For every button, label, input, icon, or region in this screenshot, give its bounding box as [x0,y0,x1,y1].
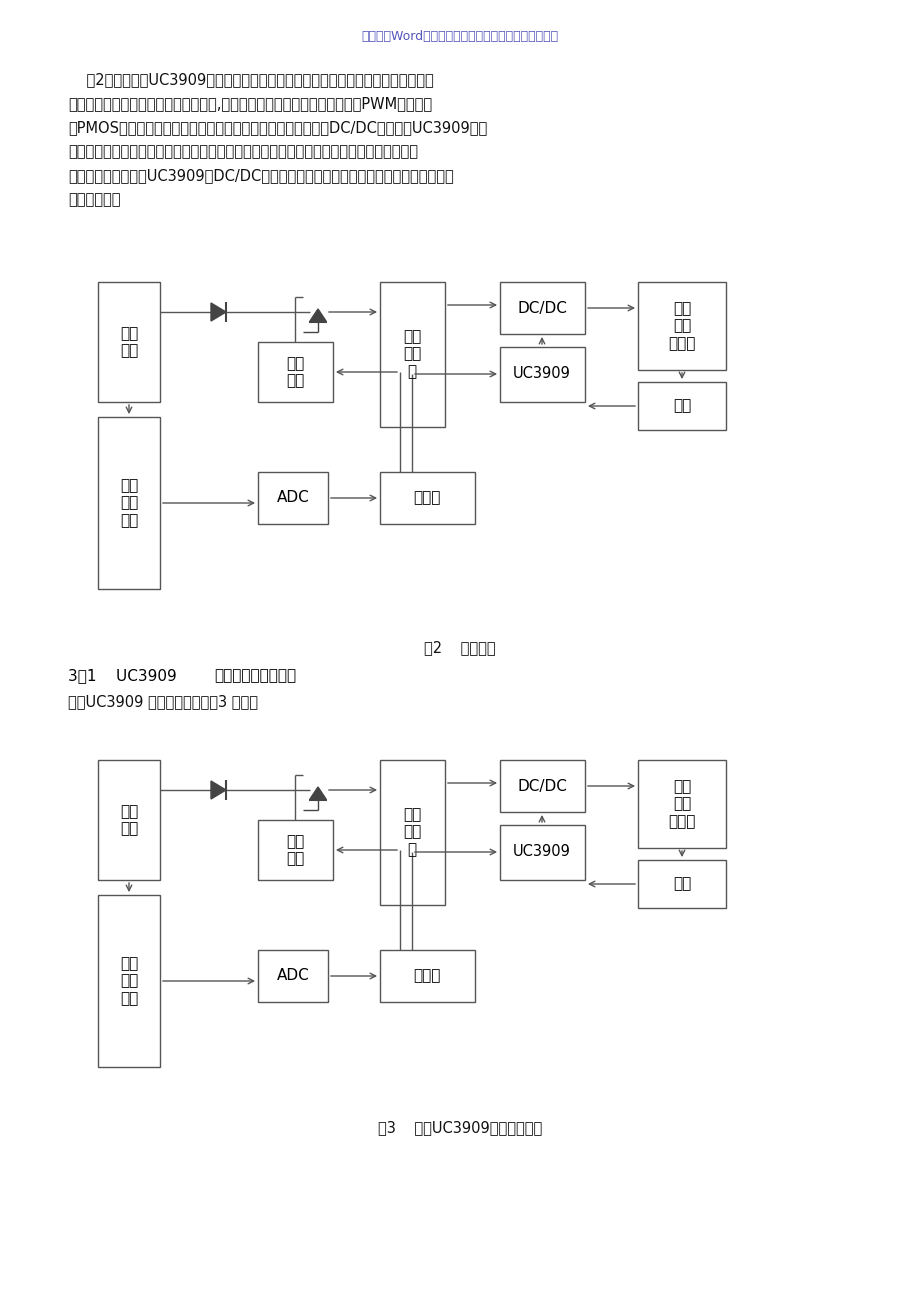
Text: 超级
电容
组: 超级 电容 组 [403,329,421,379]
Bar [98,894,160,1068]
Text: 阀控
铅酸
蓄电池: 阀控 铅酸 蓄电池 [667,779,695,829]
Text: 分析及设计。: 分析及设计。 [68,193,120,207]
Text: 传播优秀Word版文档，希望对您有帮助，可双击去除！: 传播优秀Word版文档，希望对您有帮助，可双击去除！ [361,30,558,43]
Text: 3．1    UC3909: 3．1 UC3909 [68,668,181,684]
Bar [98,417,160,589]
Bar [98,760,160,880]
Text: 电压
电流
采样: 电压 电流 采样 [119,956,138,1006]
Text: 充电器主要参数设计: 充电器主要参数设计 [214,668,296,684]
Bar [499,760,584,812]
Bar [499,283,584,335]
Bar [637,381,725,430]
Text: 阀控
铅酸
蓄电池: 阀控 铅酸 蓄电池 [667,301,695,352]
Text: 图2所示为基于UC3909太阳能蓄电池充电器电路框图，光伏阵列经过电压电流采样: 图2所示为基于UC3909太阳能蓄电池充电器电路框图，光伏阵列经过电压电流采样 [68,73,433,87]
Polygon shape [210,781,226,799]
Text: 电压
电流
采样: 电压 电流 采样 [119,478,138,527]
Bar [380,760,445,905]
Bar [257,473,328,523]
Bar [257,820,333,880]
Text: 重对超级电容器组、UC3909及DC/DC变换器等部分实现对阀控铅酸蓄电池四阶段的充电: 重对超级电容器组、UC3909及DC/DC变换器等部分实现对阀控铅酸蓄电池四阶段… [68,168,453,184]
Bar [637,861,725,907]
Bar [499,348,584,402]
Bar [637,760,725,848]
Bar [257,950,328,1003]
Text: 超级
电容
组: 超级 电容 组 [403,807,421,857]
Text: 栅极
驱动: 栅极 驱动 [286,355,304,388]
Bar [637,283,725,370]
Text: ADC: ADC [277,491,309,505]
Bar [380,283,445,427]
Text: 采样: 采样 [672,876,690,892]
Text: 光伏
阵列: 光伏 阵列 [119,803,138,836]
Bar [98,283,160,402]
Text: 单片机: 单片机 [413,969,440,983]
Text: DC/DC: DC/DC [516,779,566,793]
Text: 单片机: 单片机 [413,491,440,505]
Polygon shape [310,786,325,799]
Text: 再经模数转换将数字信号反馈至单片机,单片机根据光伏阵列的工作状况输出PWM信号去驱: 再经模数转换将数字信号反馈至单片机,单片机根据光伏阵列的工作状况输出PWM信号去… [68,96,432,112]
Text: DC/DC: DC/DC [516,301,566,315]
Text: ADC: ADC [277,969,309,983]
Bar [257,342,333,402]
Text: 光伏
阵列: 光伏 阵列 [119,326,138,358]
Polygon shape [310,309,325,322]
Bar [380,473,474,523]
Text: 栅极
驱动: 栅极 驱动 [286,833,304,866]
Bar [499,825,584,880]
Text: UC3909: UC3909 [513,845,571,859]
Text: 动PMOS管，实现对光伏阵列的最大功率跟踪。超级电容器组、DC/DC变换器、UC3909用来: 动PMOS管，实现对光伏阵列的最大功率跟踪。超级电容器组、DC/DC变换器、UC… [68,121,487,135]
Text: 基于UC3909 的充放电电路如图3 所示。: 基于UC3909 的充放电电路如图3 所示。 [68,694,257,710]
Polygon shape [210,303,226,322]
Text: 实现对阀控铅酸蓄电池的四阶段充电控制，并利用超级电容的特性优化充放电过程。本文侧: 实现对阀控铅酸蓄电池的四阶段充电控制，并利用超级电容的特性优化充放电过程。本文侧 [68,145,417,160]
Text: 图2    系统框图: 图2 系统框图 [424,641,495,655]
Bar [380,950,474,1003]
Text: 图3    基于UC3909的充放电电路: 图3 基于UC3909的充放电电路 [378,1121,541,1135]
Text: 采样: 采样 [672,398,690,414]
Text: UC3909: UC3909 [513,366,571,381]
